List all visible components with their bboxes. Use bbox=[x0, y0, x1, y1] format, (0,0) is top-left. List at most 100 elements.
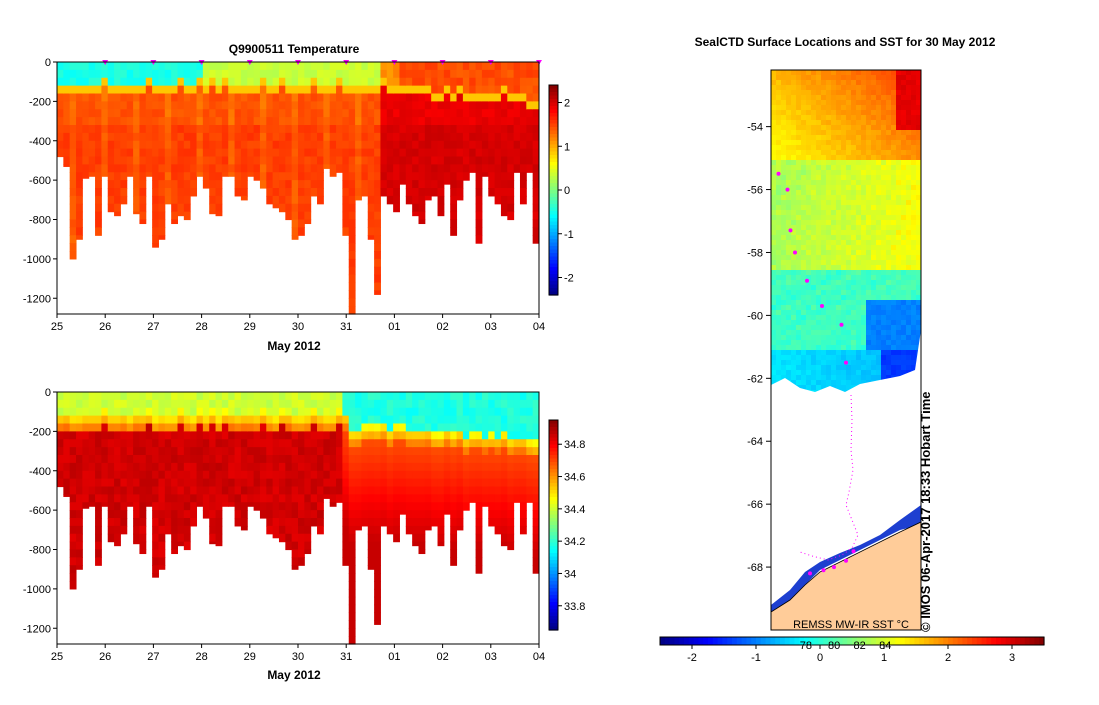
sst-cell bbox=[776, 255, 781, 260]
sst-cell bbox=[856, 335, 861, 340]
section-cell bbox=[146, 141, 153, 149]
sst-cell bbox=[881, 110, 886, 115]
section-cell bbox=[507, 502, 514, 510]
section-cell bbox=[533, 494, 540, 502]
sst-cell bbox=[846, 180, 851, 185]
section-cell bbox=[63, 101, 70, 109]
sst-cell bbox=[866, 135, 871, 140]
section-cell bbox=[342, 447, 349, 455]
section-cell bbox=[203, 117, 210, 125]
section-cell bbox=[203, 172, 210, 180]
section-cell bbox=[342, 534, 349, 542]
sst-cell bbox=[776, 360, 781, 365]
sst-cell bbox=[781, 225, 786, 230]
sst-cell bbox=[886, 220, 891, 225]
section-cell bbox=[120, 471, 127, 479]
sst-cell bbox=[856, 130, 861, 135]
sst-cell bbox=[911, 260, 916, 265]
section-cell bbox=[254, 125, 261, 133]
section-cell bbox=[114, 487, 121, 495]
sst-cell bbox=[906, 300, 911, 305]
sst-cell bbox=[841, 145, 846, 150]
section-cell bbox=[120, 502, 127, 510]
sst-cell bbox=[841, 180, 846, 185]
section-cell bbox=[501, 188, 508, 196]
sst-cell bbox=[796, 95, 801, 100]
colorbar-segment bbox=[549, 557, 558, 561]
section-cell bbox=[501, 78, 508, 86]
section-cell bbox=[209, 408, 216, 416]
sst-cell bbox=[871, 205, 876, 210]
section-cell bbox=[114, 534, 121, 542]
section-cell bbox=[349, 597, 356, 605]
section-cell bbox=[368, 557, 375, 565]
section-cell bbox=[476, 463, 483, 471]
section-cell bbox=[152, 416, 159, 424]
sst-cell bbox=[771, 245, 776, 250]
sst-cell bbox=[821, 160, 826, 165]
section-cell bbox=[349, 94, 356, 102]
colorbar-segment bbox=[549, 532, 558, 536]
section-cell bbox=[393, 534, 400, 542]
section-cell bbox=[526, 439, 533, 447]
section-cell bbox=[406, 487, 413, 495]
sst-cell bbox=[786, 335, 791, 340]
sst-cell bbox=[861, 125, 866, 130]
sst-cell bbox=[871, 220, 876, 225]
section-cell bbox=[76, 463, 83, 471]
section-cell bbox=[133, 172, 140, 180]
section-cell bbox=[374, 149, 381, 157]
section-cell bbox=[501, 534, 508, 542]
section-cell bbox=[387, 109, 394, 117]
section-cell bbox=[469, 487, 476, 495]
salinity-x-axis-label: May 2012 bbox=[267, 668, 321, 682]
sst-cell bbox=[886, 300, 891, 305]
section-cell bbox=[393, 431, 400, 439]
sst-cell bbox=[871, 70, 876, 75]
section-cell bbox=[406, 172, 413, 180]
x-tick-label: 04 bbox=[533, 651, 545, 663]
section-cell bbox=[235, 463, 242, 471]
section-cell bbox=[507, 424, 514, 432]
section-cell bbox=[380, 408, 387, 416]
sst-cell bbox=[886, 130, 891, 135]
colorbar-segment bbox=[549, 441, 558, 445]
section-cell bbox=[336, 479, 343, 487]
section-cell bbox=[393, 70, 400, 78]
section-cell bbox=[266, 78, 273, 86]
sst-cell bbox=[911, 300, 916, 305]
sst-cell bbox=[806, 220, 811, 225]
section-cell bbox=[495, 502, 502, 510]
section-cell bbox=[298, 534, 305, 542]
section-cell bbox=[76, 542, 83, 550]
section-cell bbox=[438, 487, 445, 495]
sst-cell bbox=[896, 80, 901, 85]
section-cell bbox=[336, 408, 343, 416]
sst-cell bbox=[821, 145, 826, 150]
section-cell bbox=[241, 62, 248, 70]
colorbar-segment bbox=[549, 215, 558, 219]
section-cell bbox=[374, 479, 381, 487]
section-cell bbox=[108, 149, 115, 157]
sst-cell bbox=[851, 160, 856, 165]
section-cell bbox=[463, 70, 470, 78]
section-cell bbox=[533, 94, 540, 102]
section-cell bbox=[406, 455, 413, 463]
section-cell bbox=[317, 494, 324, 502]
section-cell bbox=[108, 117, 115, 125]
sst-cell bbox=[771, 190, 776, 195]
sst-cell bbox=[821, 235, 826, 240]
sst-cell bbox=[806, 365, 811, 370]
sst-cell bbox=[776, 305, 781, 310]
sst-cell bbox=[886, 150, 891, 155]
section-cell bbox=[209, 463, 216, 471]
section-cell bbox=[292, 463, 299, 471]
section-cell bbox=[292, 471, 299, 479]
section-cell bbox=[304, 408, 311, 416]
section-cell bbox=[57, 62, 64, 70]
sst-cell bbox=[851, 95, 856, 100]
y-tick-label: -400 bbox=[29, 466, 51, 478]
sst-cell bbox=[831, 190, 836, 195]
sst-cell bbox=[786, 315, 791, 320]
sst-cell bbox=[906, 240, 911, 245]
